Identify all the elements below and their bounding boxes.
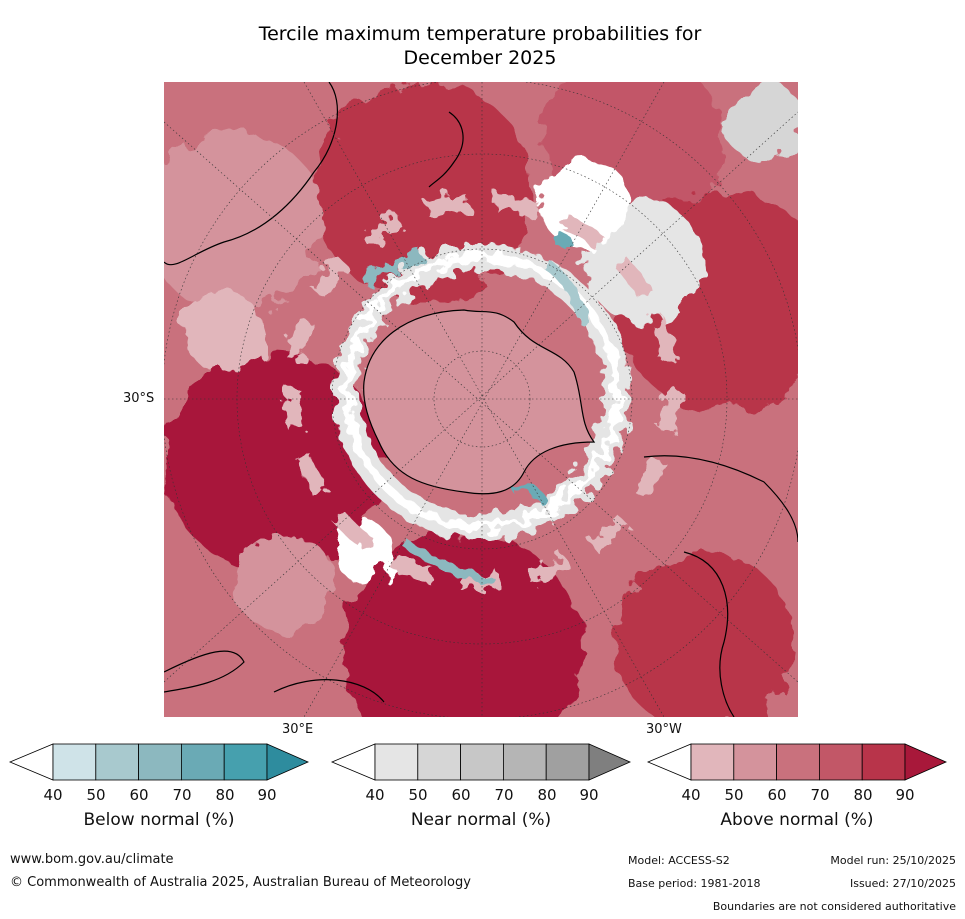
tick-label: 80 [537, 786, 557, 804]
antarctica-coastline [363, 309, 596, 495]
copyright-text: © Commonwealth of Australia 2025, Austra… [10, 875, 471, 890]
colorbar-near-normal: 40 50 60 70 80 90 Near normal (%) [330, 742, 632, 830]
tick-label: 60 [129, 786, 149, 804]
tick-label: 70 [810, 786, 830, 804]
colorbar-swatch [818, 743, 863, 781]
south-america-coastline [643, 455, 798, 717]
tick-label: 60 [451, 786, 471, 804]
graticule [164, 82, 798, 717]
tick-label: 90 [257, 786, 277, 804]
colorbar-swatch [138, 743, 182, 781]
tick-label: 90 [579, 786, 599, 804]
colorbar-max-triangle [588, 743, 631, 781]
colorbar-swatch [95, 743, 140, 781]
colorbar-swatch [776, 743, 820, 781]
tick-label: 80 [853, 786, 873, 804]
tick-label: 40 [365, 786, 385, 804]
probability-map [164, 82, 798, 717]
field-patches [164, 82, 798, 717]
colorbar-swatch [417, 743, 462, 781]
longitude-label-30e: 30°E [282, 722, 314, 737]
tick-label: 90 [895, 786, 915, 804]
colorbar-swatches [330, 743, 631, 781]
colorbar-above-normal: 40 50 60 70 80 90 Above normal (%) [646, 742, 948, 830]
colorbar-max-triangle [904, 743, 947, 781]
colorbar-swatch [180, 743, 225, 781]
colorbar-min-triangle [8, 743, 54, 781]
colorbar-caption: Above normal (%) [720, 810, 874, 830]
colorbar-swatch [861, 743, 906, 781]
colorbar-min-triangle [646, 743, 692, 781]
title-line-1: Tercile maximum temperature probabilitie… [258, 23, 702, 45]
tick-label: 50 [408, 786, 428, 804]
colorbar-swatch [52, 743, 97, 781]
tick-label: 80 [215, 786, 235, 804]
tick-label: 40 [681, 786, 701, 804]
colorbar-swatch [223, 743, 268, 781]
disclaimer-text: Boundaries are not considered authoritat… [712, 900, 956, 913]
colorbar-caption: Near normal (%) [410, 810, 552, 830]
tick-label: 50 [724, 786, 744, 804]
colorbar-swatch [460, 743, 504, 781]
title-line-2: December 2025 [403, 47, 557, 69]
colorbar-swatch [690, 743, 735, 781]
colorbar-swatch [545, 743, 590, 781]
colorbar-max-triangle [266, 743, 309, 781]
colorbar-min-triangle [330, 743, 376, 781]
model-text: Model: ACCESS-S2 [628, 854, 730, 867]
colorbar-swatches [646, 743, 947, 781]
africa-coastline [164, 650, 385, 703]
colorbar-swatch [374, 743, 419, 781]
model-run-text: Model run: 25/10/2025 [830, 854, 956, 867]
latitude-label-30s: 30°S [123, 391, 155, 406]
tick-label: 70 [172, 786, 192, 804]
longitude-label-30w: 30°W [646, 722, 682, 737]
tick-label: 70 [494, 786, 514, 804]
map-title: Tercile maximum temperature probabilitie… [160, 22, 800, 70]
colorbar-caption: Below normal (%) [83, 810, 235, 830]
colorbar-swatch [502, 743, 547, 781]
issued-text: Issued: 27/10/2025 [849, 877, 956, 890]
new-zealand-coastline [428, 111, 464, 188]
tick-label: 50 [86, 786, 106, 804]
colorbar-swatches [8, 743, 309, 781]
tick-label: 40 [43, 786, 63, 804]
base-period-text: Base period: 1981-2018 [628, 877, 761, 890]
colorbar-below-normal: 40 50 60 70 80 90 Below normal (%) [8, 742, 310, 830]
colorbar-swatch [733, 743, 778, 781]
website-link[interactable]: www.bom.gov.au/climate [10, 852, 174, 867]
tick-label: 60 [767, 786, 787, 804]
australia-coastline [164, 82, 339, 266]
map-canvas [164, 82, 798, 717]
